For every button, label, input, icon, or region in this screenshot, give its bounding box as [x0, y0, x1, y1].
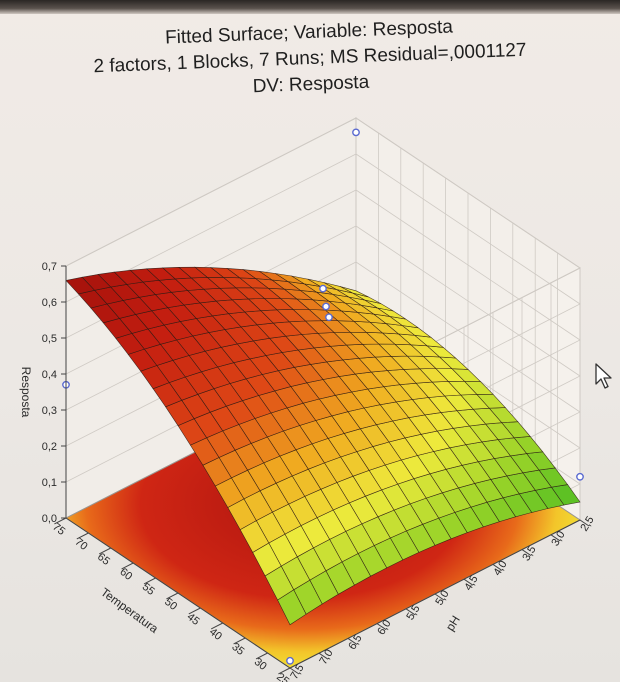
observed-point: [322, 302, 330, 311]
observed-points: [62, 128, 584, 665]
x-tick-label: 30: [252, 656, 269, 673]
z-tick-label: 0,3: [42, 405, 57, 417]
observed-point: [286, 656, 294, 665]
mouse-cursor-icon: [595, 363, 612, 389]
x-tick-label: 25: [274, 671, 291, 682]
fitted-surface: [65, 266, 581, 626]
observed-point: [325, 313, 333, 322]
z-tick-label: 0,0: [42, 513, 57, 525]
x-tick-label: 45: [185, 611, 202, 628]
x-tick-label: 50: [162, 596, 179, 613]
observed-point: [352, 128, 360, 137]
observed-point: [576, 472, 584, 481]
y-axis-title: pH: [443, 613, 463, 633]
z-tick-label: 0,1: [42, 477, 57, 489]
observed-point: [319, 284, 327, 293]
z-axis-title: Resposta: [19, 367, 33, 418]
x-tick-label: 65: [95, 551, 112, 568]
monitor-bezel: [0, 0, 620, 14]
x-tick-label: 75: [50, 521, 67, 538]
z-tick-label: 0,7: [42, 261, 57, 273]
x-tick-label: 35: [229, 641, 246, 658]
z-tick-label: 0,5: [42, 333, 57, 345]
z-tick-label: 0,2: [42, 441, 57, 453]
x-tick-label: 70: [73, 536, 90, 553]
x-tick-label: 60: [117, 566, 134, 583]
x-tick-label: 40: [207, 626, 224, 643]
z-tick-label: 0,6: [42, 297, 57, 309]
y-tick-label: 2,5: [578, 514, 596, 533]
z-tick-label: 0,4: [42, 369, 57, 381]
x-tick-label: 55: [140, 581, 157, 598]
